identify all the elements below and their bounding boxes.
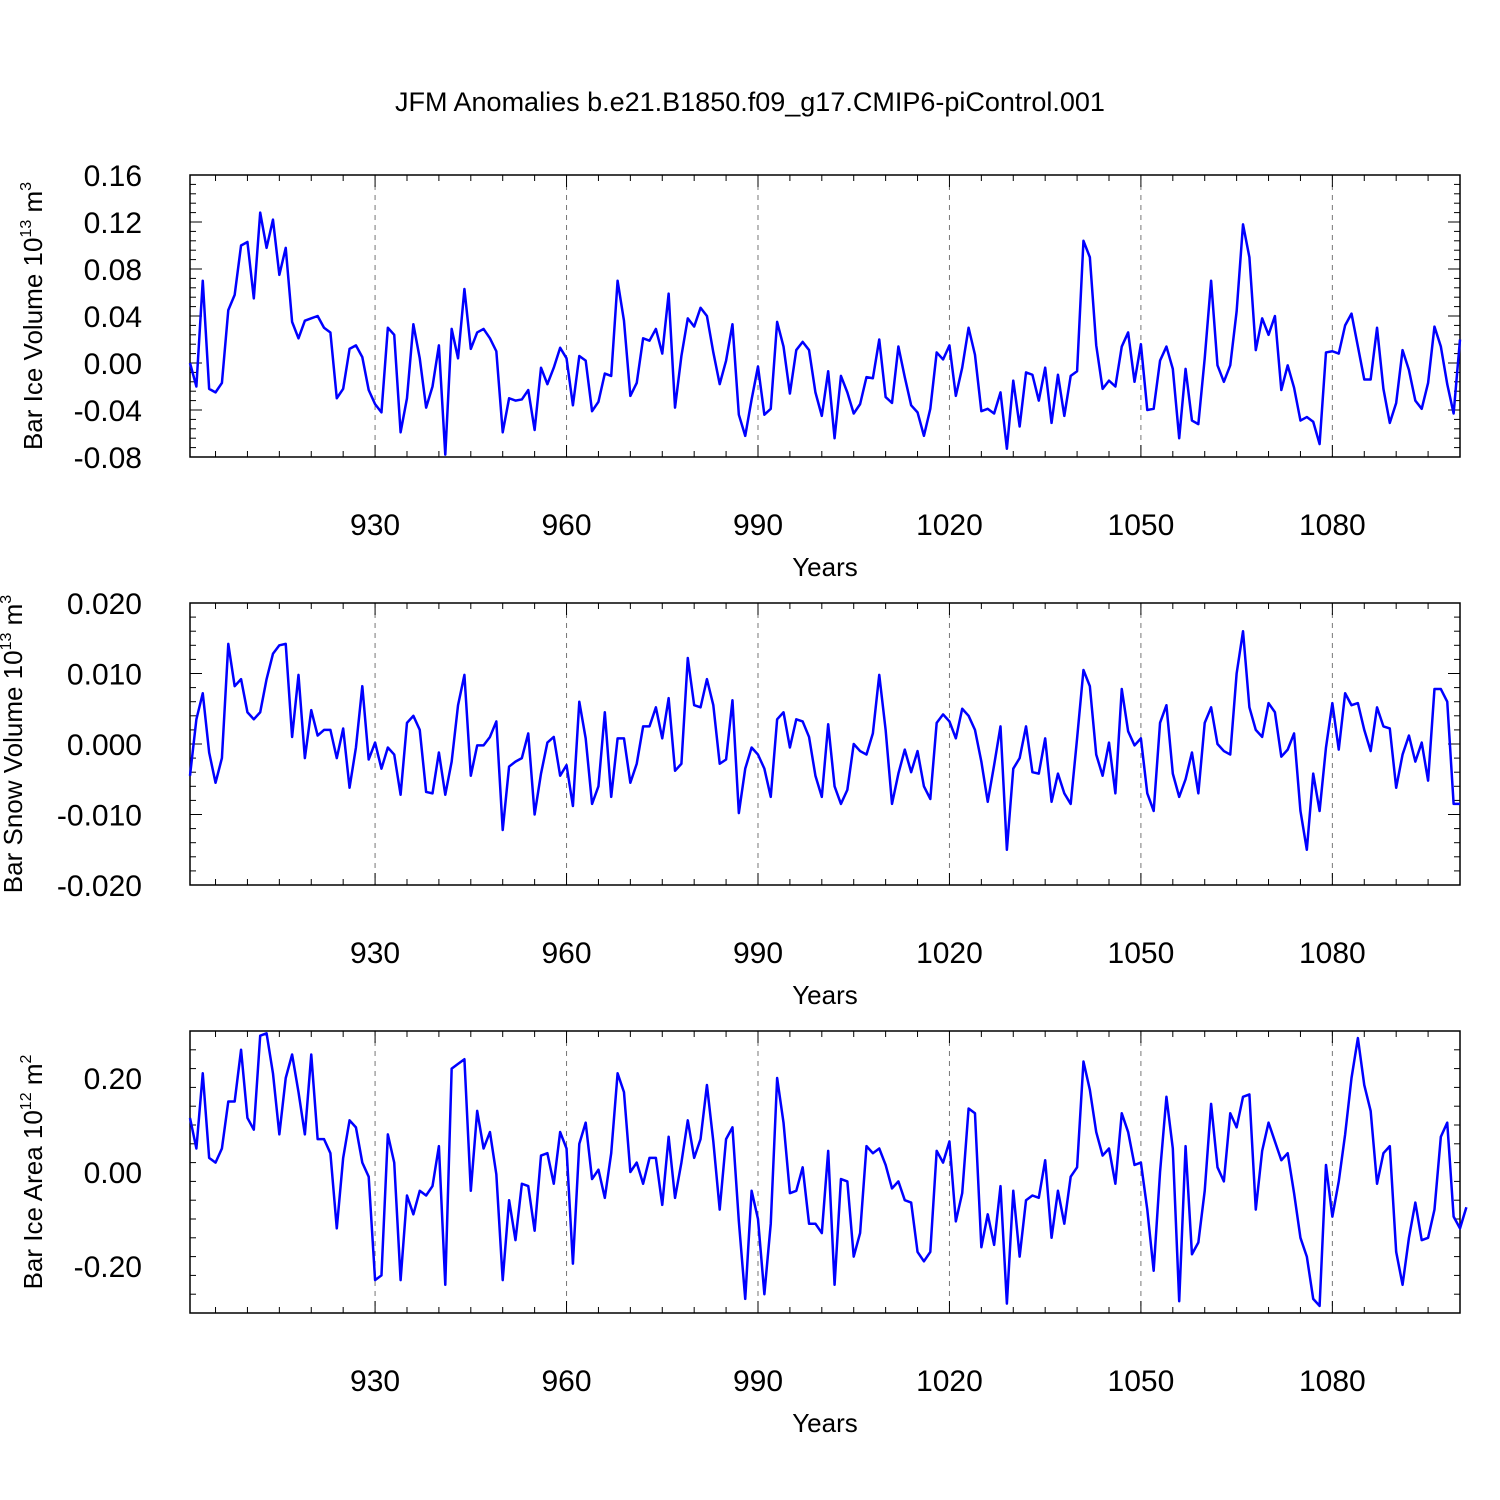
- series-line: [188, 211, 1462, 456]
- y-tick-label: 0.12: [84, 207, 142, 240]
- y-tick-label: -0.08: [74, 442, 142, 475]
- y-tick-label: -0.04: [74, 395, 142, 428]
- x-tick-label: 1080: [1299, 1365, 1366, 1398]
- y-tick-label: 0.000: [67, 729, 142, 762]
- x-tick-label: 990: [733, 509, 783, 542]
- x-tick-label: 960: [542, 937, 592, 970]
- x-tick-label: 930: [350, 1365, 400, 1398]
- y-tick-label: 0.010: [67, 659, 142, 692]
- x-tick-label: 1020: [916, 509, 983, 542]
- x-tick-label: 930: [350, 509, 400, 542]
- series-line: [188, 629, 1460, 851]
- x-axis-label: Years: [792, 1408, 858, 1438]
- panel-2: -0.020 -0.010 0.000 0.010 0.020 930 960 990 1020…: [0, 588, 1461, 1010]
- x-tick-label: 1050: [1108, 509, 1175, 542]
- x-tick-label: 990: [733, 1365, 783, 1398]
- y-tick-label: 0.04: [84, 301, 142, 334]
- x-tick-label: 1050: [1108, 937, 1175, 970]
- x-tick-label: 1020: [916, 1365, 983, 1398]
- plot-frame: [189, 1030, 1461, 1314]
- y-axis-label: Bar Ice Area 1012 m2: [18, 1054, 48, 1289]
- panel-1: -0.08 -0.04 0.00 0.04 0.08 0.12 0.16 930 960 990 1…: [18, 160, 1462, 582]
- y-tick-label: 0.00: [84, 1157, 142, 1190]
- y-tick-label: -0.020: [57, 870, 142, 903]
- y-tick-label: 0.08: [84, 254, 142, 287]
- x-tick-label: 990: [733, 937, 783, 970]
- y-tick-label: 0.16: [84, 160, 142, 193]
- x-tick-label: 960: [542, 509, 592, 542]
- x-tick-label: 1020: [916, 937, 983, 970]
- x-tick-label: 930: [350, 937, 400, 970]
- y-tick-label: 0.20: [84, 1063, 142, 1096]
- plot-frame: [189, 174, 1461, 458]
- y-axis-label: Bar Ice Volume 1013 m3: [18, 182, 48, 450]
- x-axis-label: Years: [792, 552, 858, 582]
- plot-frame: [189, 602, 1461, 886]
- y-tick-label: 0.020: [67, 588, 142, 621]
- x-tick-label: 1080: [1299, 937, 1366, 970]
- y-axis-label: Bar Snow Volume 1013 m3: [0, 595, 28, 894]
- series-line: [188, 1032, 1468, 1308]
- chart-title: JFM Anomalies b.e21.B1850.f09_g17.CMIP6-…: [395, 87, 1105, 117]
- panel-3: -0.20 0.00 0.20 930 960 990 1020 1050 1080 Years B…: [18, 1030, 1468, 1438]
- y-tick-label: 0.00: [84, 348, 142, 381]
- x-tick-label: 960: [542, 1365, 592, 1398]
- x-tick-label: 1050: [1108, 1365, 1175, 1398]
- x-tick-label: 1080: [1299, 509, 1366, 542]
- y-tick-label: -0.010: [57, 800, 142, 833]
- x-axis-label: Years: [792, 980, 858, 1010]
- y-tick-label: -0.20: [74, 1251, 142, 1284]
